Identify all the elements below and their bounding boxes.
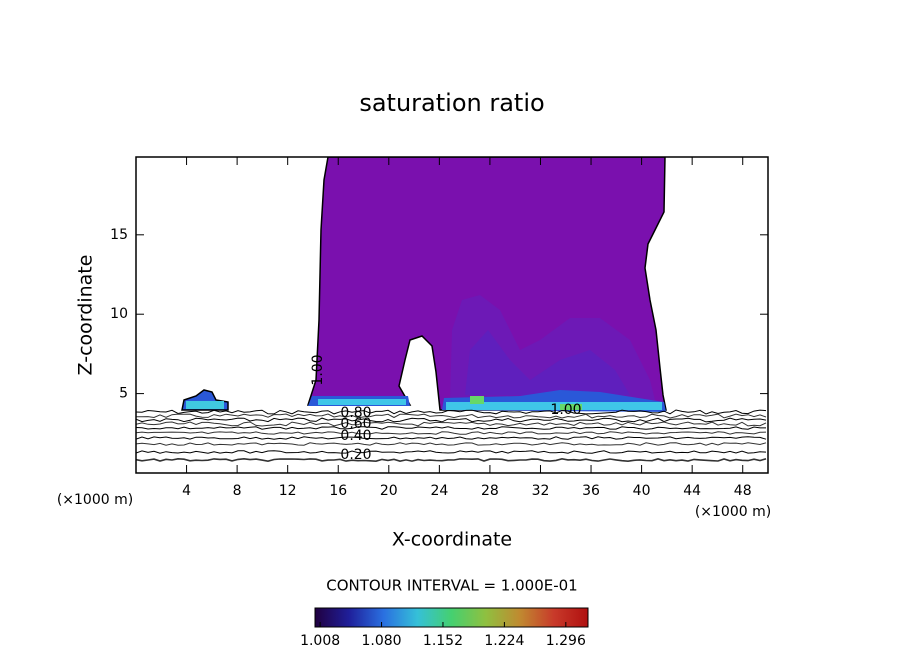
cloud-base: [318, 399, 406, 405]
cloud-base: [470, 396, 484, 404]
contour-interval: CONTOUR INTERVAL = 1.000E-01: [326, 577, 577, 595]
x-tick-label: 12: [279, 483, 297, 499]
contour-label: 0.20: [340, 447, 371, 463]
plot-frame: [135, 156, 769, 474]
colorbar-tick-label: 1.224: [484, 633, 524, 649]
contour-line: [136, 421, 767, 427]
y-unit-label: (×1000 m): [57, 492, 133, 508]
cloud-base: [446, 402, 662, 410]
x-tick-label: 4: [182, 483, 191, 499]
y-tick-label: 10: [110, 306, 128, 322]
x-tick-label: 20: [380, 483, 398, 499]
y-tick-label: 15: [110, 227, 128, 243]
contour-label: 0.80: [340, 405, 371, 421]
x-tick-label: 44: [683, 483, 701, 499]
cloud-inner: [465, 330, 630, 395]
cloud-base: [186, 401, 224, 409]
y-tick-label: 5: [119, 386, 128, 402]
contour-label: 0.60: [340, 416, 371, 432]
contour-label: 1.00: [310, 354, 326, 385]
x-tick-label: 36: [582, 483, 600, 499]
cloud-base: [560, 404, 582, 410]
colorbar-tick-label: 1.296: [546, 633, 586, 649]
contour-label: 0.40: [340, 428, 371, 444]
contour-line: [136, 409, 767, 415]
colorbar-tick-label: 1.080: [361, 633, 401, 649]
contour-line: [136, 442, 767, 446]
contour-lines: [136, 409, 767, 463]
x-tick-label: 32: [532, 483, 550, 499]
x-tick-label: 40: [633, 483, 651, 499]
contour-line: [136, 426, 766, 430]
x-tick-label: 28: [481, 483, 499, 499]
contour-line: [136, 417, 767, 423]
x-tick-label: 24: [430, 483, 448, 499]
contour-line: [136, 450, 767, 454]
contour-label: 1.00: [550, 402, 581, 418]
x-axis-label: X-coordinate: [392, 529, 512, 551]
chart-title: saturation ratio: [359, 89, 544, 117]
contour-line: [136, 431, 767, 435]
plot-field: [136, 157, 767, 463]
x-tick-label: 48: [734, 483, 752, 499]
x-unit-label: (×1000 m): [695, 504, 771, 520]
colorbar-tick-label: 1.008: [300, 633, 340, 649]
contour-line: [136, 436, 767, 440]
x-tick-label: 8: [233, 483, 242, 499]
contour-line: [136, 413, 767, 419]
colorbar: [314, 607, 589, 628]
y-axis-label: Z-coordinate: [75, 255, 97, 376]
contour-line: [136, 457, 767, 463]
x-tick-label: 16: [329, 483, 347, 499]
colorbar-tick-label: 1.152: [423, 633, 463, 649]
